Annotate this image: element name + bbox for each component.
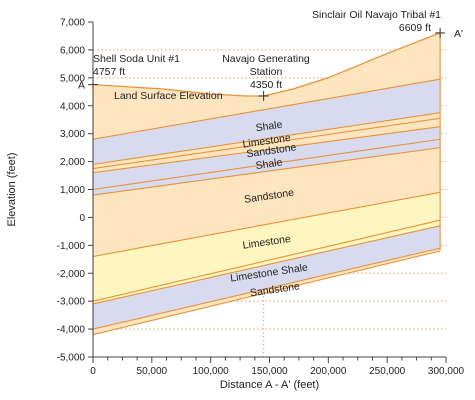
y-tick-label: -1,000 bbox=[57, 241, 86, 252]
layer-label: Shale bbox=[255, 119, 283, 135]
well-elevation: 4757 ft bbox=[93, 66, 125, 78]
x-tick-label: 250,000 bbox=[369, 366, 406, 377]
rock-layers bbox=[93, 32, 441, 335]
section-end-label: A' bbox=[454, 28, 463, 40]
y-tick-label: -5,000 bbox=[57, 353, 86, 364]
y-tick-label: 5,000 bbox=[60, 73, 85, 84]
layer-boundary-line bbox=[92, 138, 441, 191]
y-tick-label: 3,000 bbox=[60, 129, 85, 140]
layer-boundary-line bbox=[92, 219, 441, 302]
y-axis-title: Elevation (feet) bbox=[6, 153, 18, 227]
layer-boundary-line bbox=[92, 147, 441, 196]
layer-boundary-line bbox=[92, 225, 441, 305]
well-name: Shell Soda Unit #1 bbox=[93, 53, 180, 65]
layer-unlabeled bbox=[93, 220, 441, 304]
x-tick-label: 0 bbox=[90, 366, 96, 377]
layer-boundary-line bbox=[92, 117, 441, 170]
layer-boundary-line bbox=[92, 247, 441, 330]
y-tick-label: 7,000 bbox=[60, 18, 85, 29]
x-tick-label: 200,000 bbox=[310, 366, 347, 377]
layer-sandstone bbox=[93, 248, 441, 335]
layer-boundary-line bbox=[92, 112, 441, 165]
layer-boundaries bbox=[92, 32, 441, 336]
y-tick-label: -2,000 bbox=[57, 269, 86, 280]
x-tick-label: 100,000 bbox=[193, 366, 230, 377]
layer-unlabeled bbox=[93, 139, 441, 196]
y-tick-label: 0 bbox=[79, 213, 85, 224]
layer-limestone-shale bbox=[93, 225, 441, 330]
layer-limestone bbox=[93, 192, 441, 302]
y-tick-label: -3,000 bbox=[57, 297, 86, 308]
x-tick-label: 300,000 bbox=[428, 366, 465, 377]
layer-sandstone bbox=[93, 32, 441, 140]
well-name-line-1: Navajo Generating bbox=[222, 53, 310, 65]
well-name-line-2: Station bbox=[250, 66, 283, 78]
y-tick-label: 4,000 bbox=[60, 101, 85, 112]
well-elevation: 4350 ft bbox=[250, 79, 282, 91]
layer-boundary-line bbox=[92, 250, 441, 336]
layer-shale bbox=[93, 126, 441, 190]
layer-boundary-line bbox=[92, 191, 441, 258]
axes: -5,000 -4,000 -3,000 -2,000 -1,000 0 1,000 2,00… bbox=[6, 18, 465, 392]
x-tick-label: 50,000 bbox=[137, 366, 168, 377]
layer-shale bbox=[93, 79, 441, 165]
layer-sandstone bbox=[93, 147, 441, 257]
y-tick-label: 1,000 bbox=[60, 185, 85, 196]
land-surface-line bbox=[92, 32, 441, 97]
annotations: ShaleLimestoneSandstoneShaleSandstoneLim… bbox=[78, 9, 463, 299]
y-tick-label: 6,000 bbox=[60, 45, 85, 56]
x-axis-title: Distance A - A' (feet) bbox=[220, 379, 319, 391]
layer-boundary-line bbox=[92, 78, 441, 140]
well-elevation: 6609 ft bbox=[399, 22, 431, 34]
y-tick-label: 2,000 bbox=[60, 157, 85, 168]
well-name: Sinclair Oil Navajo Tribal #1 bbox=[312, 9, 441, 21]
layer-limestone bbox=[93, 112, 441, 169]
y-tick-label: -4,000 bbox=[57, 325, 86, 336]
layer-boundary-line bbox=[92, 126, 441, 174]
x-tick-label: 150,000 bbox=[251, 366, 288, 377]
layer-label: Shale bbox=[255, 156, 283, 172]
section-start-label: A bbox=[78, 80, 85, 92]
surface-label: Land Surface Elevation bbox=[114, 90, 223, 102]
layer-sandstone bbox=[93, 118, 441, 173]
